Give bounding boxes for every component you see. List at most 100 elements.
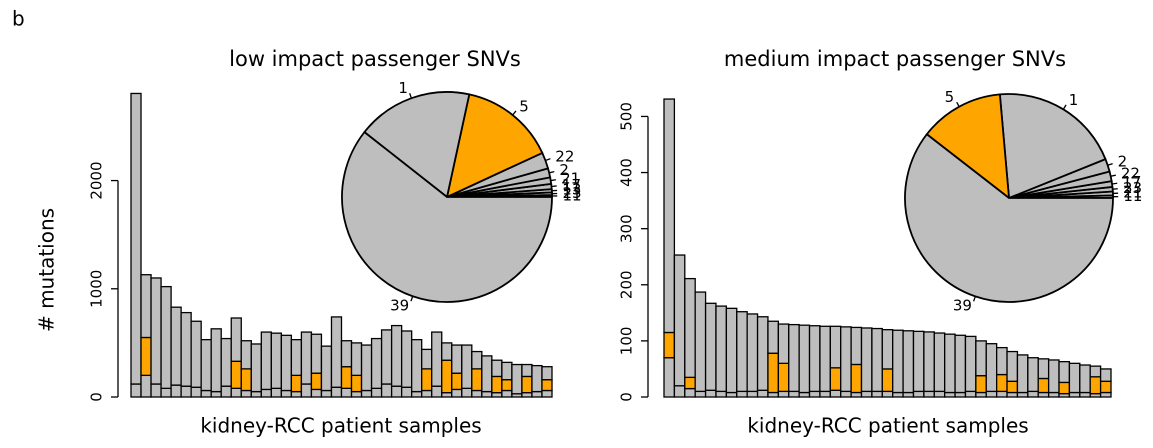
bar-segment <box>250 390 262 398</box>
bar-segment <box>200 338 212 392</box>
bar-segment <box>860 327 873 393</box>
pie-label-line <box>551 185 557 188</box>
bar-segment <box>985 390 998 398</box>
bar-segment <box>310 333 323 374</box>
bar-segment <box>370 337 383 389</box>
bar-segment <box>1068 362 1081 394</box>
bar-segment <box>777 362 790 393</box>
bar-segment <box>1006 380 1019 394</box>
panel-label: b <box>12 7 25 31</box>
pie-label: 5 <box>945 88 955 106</box>
bar-segment <box>1099 391 1112 398</box>
bar-segment <box>736 311 748 393</box>
pie-label: 39 <box>953 297 972 315</box>
bar-segment <box>431 385 443 398</box>
bar-segment <box>320 345 333 392</box>
y-tick-label: 0 <box>88 392 106 402</box>
bar-segment <box>694 291 707 393</box>
bar-segment <box>380 329 393 385</box>
bar-segment <box>300 331 313 385</box>
bar-segment <box>673 385 686 398</box>
bar-segment <box>1006 391 1019 398</box>
bar-segment <box>1037 377 1050 394</box>
bar-segment <box>340 366 353 389</box>
bar-segment <box>140 336 152 377</box>
bar-segment <box>270 332 283 389</box>
bar-segment <box>871 327 883 393</box>
bar-segment <box>190 386 202 398</box>
bar-segment <box>471 350 483 370</box>
bar-segment <box>881 368 894 393</box>
bar-segment <box>130 383 142 398</box>
bar-segment <box>850 363 863 394</box>
bar-segment <box>230 387 242 398</box>
pie-label-line <box>973 296 976 302</box>
bar-segment <box>933 332 946 393</box>
pie-label: 17 <box>562 176 581 194</box>
bar-segment <box>996 346 1008 376</box>
bar-segment <box>240 389 252 398</box>
bar-segment <box>819 390 831 398</box>
bar-segment <box>808 325 821 393</box>
bar-segment <box>819 325 831 393</box>
bar-segment <box>330 386 343 398</box>
bar-segment <box>501 389 513 398</box>
pie-label-line <box>549 170 555 174</box>
pie-label-line <box>1111 182 1118 185</box>
bar-segment <box>160 285 172 389</box>
pie-slice <box>363 91 471 199</box>
bar-segment <box>390 385 403 398</box>
bar-segment <box>777 390 790 398</box>
bar-segment <box>1058 381 1071 395</box>
bar-segment <box>491 375 503 394</box>
x-axis-label: kidney-RCC patient samples <box>747 414 1028 438</box>
bar-segment <box>421 368 433 392</box>
y-tick-label: 100 <box>618 327 636 356</box>
bar-segment <box>240 340 252 370</box>
pie-label: 21 <box>1123 183 1142 201</box>
bar-segment <box>933 390 946 398</box>
bar-segment <box>220 385 232 398</box>
bar-segment <box>400 386 413 398</box>
bar-segment <box>140 274 152 339</box>
y-tick-label: 1000 <box>88 270 106 308</box>
bar-segment <box>200 389 212 398</box>
bar-segment <box>511 363 523 395</box>
bar-segment <box>260 331 272 391</box>
bar-segment <box>881 329 894 370</box>
bar-segment <box>451 388 463 398</box>
bar-segment <box>400 330 413 388</box>
bar-segment <box>320 389 333 398</box>
pie-label: 11 <box>562 186 581 204</box>
bar-segment <box>912 330 925 393</box>
bar-segment <box>1016 391 1029 398</box>
bar-segment <box>736 390 748 398</box>
bar-segment <box>541 379 553 392</box>
bar-segment <box>850 326 863 366</box>
bar-segment <box>756 316 769 391</box>
bar-segment <box>461 344 473 389</box>
bar-segment <box>902 330 915 394</box>
bar-segment <box>829 367 842 391</box>
bar-segment <box>210 390 222 398</box>
bar-segment <box>684 277 696 379</box>
x-axis-label: kidney-RCC patient samples <box>200 414 481 438</box>
bar-segment <box>350 390 363 398</box>
bar-segment <box>390 324 403 387</box>
bar-segment <box>140 374 152 398</box>
bar-segment <box>280 389 293 398</box>
bar-segment <box>471 389 483 398</box>
bar-segment <box>663 98 676 334</box>
pie-label-line <box>545 158 551 162</box>
bar-segment <box>673 254 686 387</box>
bar-segment <box>850 391 863 398</box>
pie-label: 39 <box>390 297 409 315</box>
y-tick-label: 200 <box>618 270 636 299</box>
bar-segment <box>684 387 696 398</box>
bar-segment <box>892 391 904 398</box>
bar-segment <box>715 305 728 393</box>
bar-segment <box>663 331 676 359</box>
bar-segment <box>471 368 483 392</box>
bar-segment <box>767 352 779 394</box>
pie-label-line <box>1062 104 1067 110</box>
